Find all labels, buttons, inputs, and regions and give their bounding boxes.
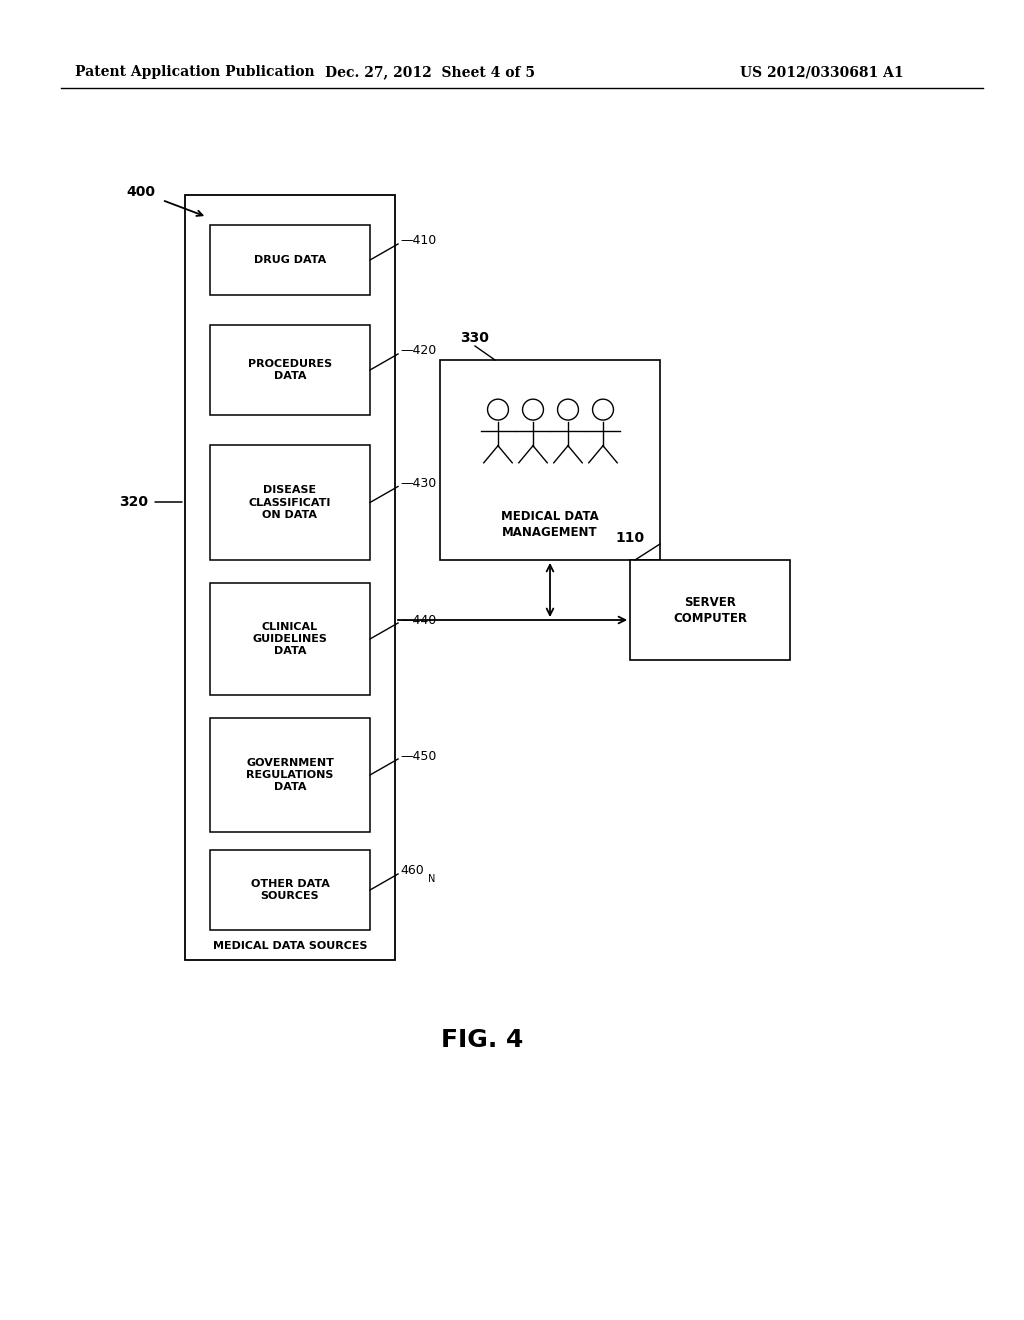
Text: 320: 320 [119, 495, 148, 510]
Bar [185, 195, 395, 960]
Text: 400: 400 [126, 185, 155, 199]
Bar [210, 850, 370, 931]
Text: 110: 110 [615, 531, 644, 545]
Bar [210, 325, 370, 414]
Text: MEDICAL DATA SOURCES: MEDICAL DATA SOURCES [213, 941, 368, 950]
Text: —430: —430 [400, 477, 436, 490]
Text: —450: —450 [400, 750, 436, 763]
Text: —420: —420 [400, 345, 436, 358]
Text: SERVER
COMPUTER: SERVER COMPUTER [673, 595, 746, 624]
Bar [630, 560, 790, 660]
Text: Patent Application Publication: Patent Application Publication [75, 65, 314, 79]
Text: DRUG DATA: DRUG DATA [254, 255, 326, 265]
Bar [440, 360, 660, 560]
Text: —410: —410 [400, 235, 436, 248]
Text: 460: 460 [400, 865, 424, 878]
Bar [210, 224, 370, 294]
Text: Dec. 27, 2012  Sheet 4 of 5: Dec. 27, 2012 Sheet 4 of 5 [325, 65, 535, 79]
Text: OTHER DATA
SOURCES: OTHER DATA SOURCES [251, 879, 330, 902]
Text: MEDICAL DATA
MANAGEMENT: MEDICAL DATA MANAGEMENT [501, 510, 599, 539]
Text: —440: —440 [400, 614, 436, 627]
Text: US 2012/0330681 A1: US 2012/0330681 A1 [740, 65, 903, 79]
Bar [210, 718, 370, 832]
Text: 330: 330 [460, 331, 488, 345]
Text: DISEASE
CLASSIFICATI
ON DATA: DISEASE CLASSIFICATI ON DATA [249, 486, 331, 520]
Text: GOVERNMENT
REGULATIONS
DATA: GOVERNMENT REGULATIONS DATA [246, 758, 334, 792]
Text: N: N [428, 874, 435, 884]
Text: FIG. 4: FIG. 4 [440, 1028, 523, 1052]
Bar [210, 445, 370, 560]
Bar [210, 583, 370, 696]
Text: CLINICAL
GUIDELINES
DATA: CLINICAL GUIDELINES DATA [253, 622, 328, 656]
Text: PROCEDURES
DATA: PROCEDURES DATA [248, 359, 332, 381]
